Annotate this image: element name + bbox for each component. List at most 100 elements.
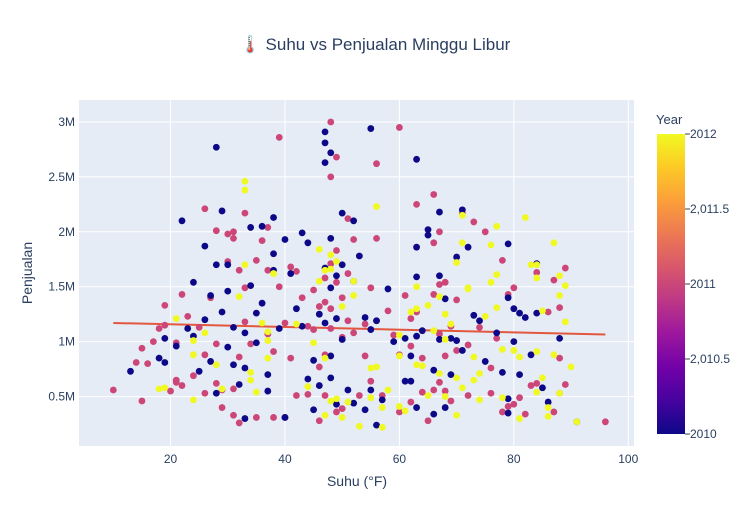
data-point-2012[interactable]: [212, 361, 220, 369]
data-point-2010[interactable]: [172, 342, 180, 350]
data-point-2011[interactable]: [493, 334, 501, 342]
data-point-2010[interactable]: [275, 325, 283, 332]
data-point-2011[interactable]: [315, 417, 323, 425]
data-point-2012[interactable]: [493, 222, 501, 230]
data-point-2011[interactable]: [275, 283, 283, 291]
data-point-2010[interactable]: [178, 217, 186, 225]
data-point-2010[interactable]: [413, 273, 420, 281]
data-point-2012[interactable]: [270, 270, 277, 277]
data-point-2012[interactable]: [247, 376, 255, 384]
data-point-2012[interactable]: [344, 398, 352, 406]
data-point-2011[interactable]: [167, 387, 174, 395]
data-point-2012[interactable]: [453, 259, 461, 266]
data-point-2011[interactable]: [499, 408, 506, 416]
data-point-2011[interactable]: [230, 385, 237, 393]
data-point-2011[interactable]: [252, 256, 260, 264]
data-point-2011[interactable]: [327, 260, 335, 268]
data-point-2012[interactable]: [453, 374, 461, 382]
data-point-2011[interactable]: [230, 411, 237, 419]
data-point-2010[interactable]: [401, 334, 409, 342]
data-point-2011[interactable]: [453, 347, 461, 354]
data-point-2011[interactable]: [499, 256, 506, 264]
data-point-2010[interactable]: [195, 367, 203, 375]
data-point-2010[interactable]: [327, 149, 335, 157]
data-point-2011[interactable]: [367, 377, 375, 385]
data-point-2010[interactable]: [384, 285, 392, 293]
data-point-2011[interactable]: [252, 414, 260, 421]
data-point-2012[interactable]: [441, 310, 449, 318]
data-point-2010[interactable]: [161, 359, 169, 366]
data-point-2012[interactable]: [464, 285, 472, 293]
data-point-2011[interactable]: [556, 304, 564, 311]
data-point-2011[interactable]: [310, 286, 317, 294]
data-point-2011[interactable]: [195, 323, 203, 331]
data-point-2012[interactable]: [321, 266, 329, 274]
data-point-2012[interactable]: [373, 203, 380, 210]
data-point-2011[interactable]: [327, 173, 335, 181]
data-point-2012[interactable]: [458, 211, 466, 219]
data-point-2011[interactable]: [287, 263, 295, 271]
data-point-2010[interactable]: [407, 352, 415, 360]
data-point-2010[interactable]: [241, 329, 249, 337]
data-point-2011[interactable]: [396, 124, 403, 131]
data-point-2011[interactable]: [373, 160, 380, 168]
data-point-2011[interactable]: [510, 284, 518, 292]
data-point-2011[interactable]: [487, 389, 495, 397]
data-point-2010[interactable]: [544, 398, 552, 406]
data-point-2010[interactable]: [321, 139, 329, 147]
data-point-2012[interactable]: [161, 384, 169, 392]
data-point-2011[interactable]: [361, 320, 369, 328]
data-point-2012[interactable]: [556, 292, 564, 299]
data-point-2011[interactable]: [212, 340, 220, 348]
data-point-2011[interactable]: [327, 305, 335, 313]
data-point-2011[interactable]: [338, 294, 346, 302]
data-point-2012[interactable]: [327, 397, 335, 405]
data-point-2011[interactable]: [201, 389, 209, 397]
data-point-2012[interactable]: [396, 352, 403, 360]
data-point-2010[interactable]: [241, 364, 249, 372]
data-point-2010[interactable]: [201, 242, 209, 250]
data-point-2010[interactable]: [230, 361, 237, 369]
data-point-2012[interactable]: [350, 292, 358, 299]
data-point-2011[interactable]: [109, 386, 117, 394]
data-point-2011[interactable]: [510, 400, 518, 408]
data-point-2011[interactable]: [230, 228, 237, 236]
data-point-2011[interactable]: [436, 378, 443, 386]
data-point-2010[interactable]: [510, 305, 518, 313]
data-point-2011[interactable]: [407, 398, 415, 406]
data-point-2010[interactable]: [127, 367, 134, 375]
data-point-2010[interactable]: [212, 261, 220, 269]
data-point-2012[interactable]: [350, 277, 358, 285]
data-point-2010[interactable]: [264, 387, 272, 395]
data-point-2010[interactable]: [201, 316, 209, 324]
data-point-2011[interactable]: [235, 266, 243, 274]
data-point-2010[interactable]: [436, 336, 443, 343]
data-point-2012[interactable]: [453, 411, 461, 419]
data-point-2012[interactable]: [487, 278, 495, 286]
data-point-2011[interactable]: [544, 308, 552, 316]
data-point-2012[interactable]: [264, 328, 272, 336]
data-point-2010[interactable]: [270, 250, 277, 258]
data-point-2012[interactable]: [190, 337, 197, 344]
data-point-2010[interactable]: [350, 399, 358, 407]
data-point-2011[interactable]: [561, 381, 569, 388]
data-point-2012[interactable]: [510, 347, 518, 354]
data-point-2010[interactable]: [315, 310, 323, 318]
data-point-2011[interactable]: [184, 312, 192, 320]
data-point-2010[interactable]: [401, 377, 409, 385]
data-point-2012[interactable]: [567, 363, 575, 371]
data-point-2011[interactable]: [304, 322, 312, 330]
data-point-2010[interactable]: [287, 270, 295, 277]
data-point-2012[interactable]: [487, 241, 495, 249]
data-point-2011[interactable]: [556, 354, 564, 362]
data-point-2010[interactable]: [424, 226, 432, 234]
data-point-2010[interactable]: [230, 323, 237, 331]
data-point-2012[interactable]: [155, 385, 163, 393]
data-point-2011[interactable]: [327, 118, 335, 126]
data-point-2010[interactable]: [224, 261, 232, 269]
data-point-2011[interactable]: [413, 200, 420, 208]
data-point-2012[interactable]: [264, 354, 272, 362]
data-point-2010[interactable]: [281, 414, 289, 421]
data-point-2012[interactable]: [533, 274, 541, 282]
data-point-2012[interactable]: [516, 415, 523, 422]
